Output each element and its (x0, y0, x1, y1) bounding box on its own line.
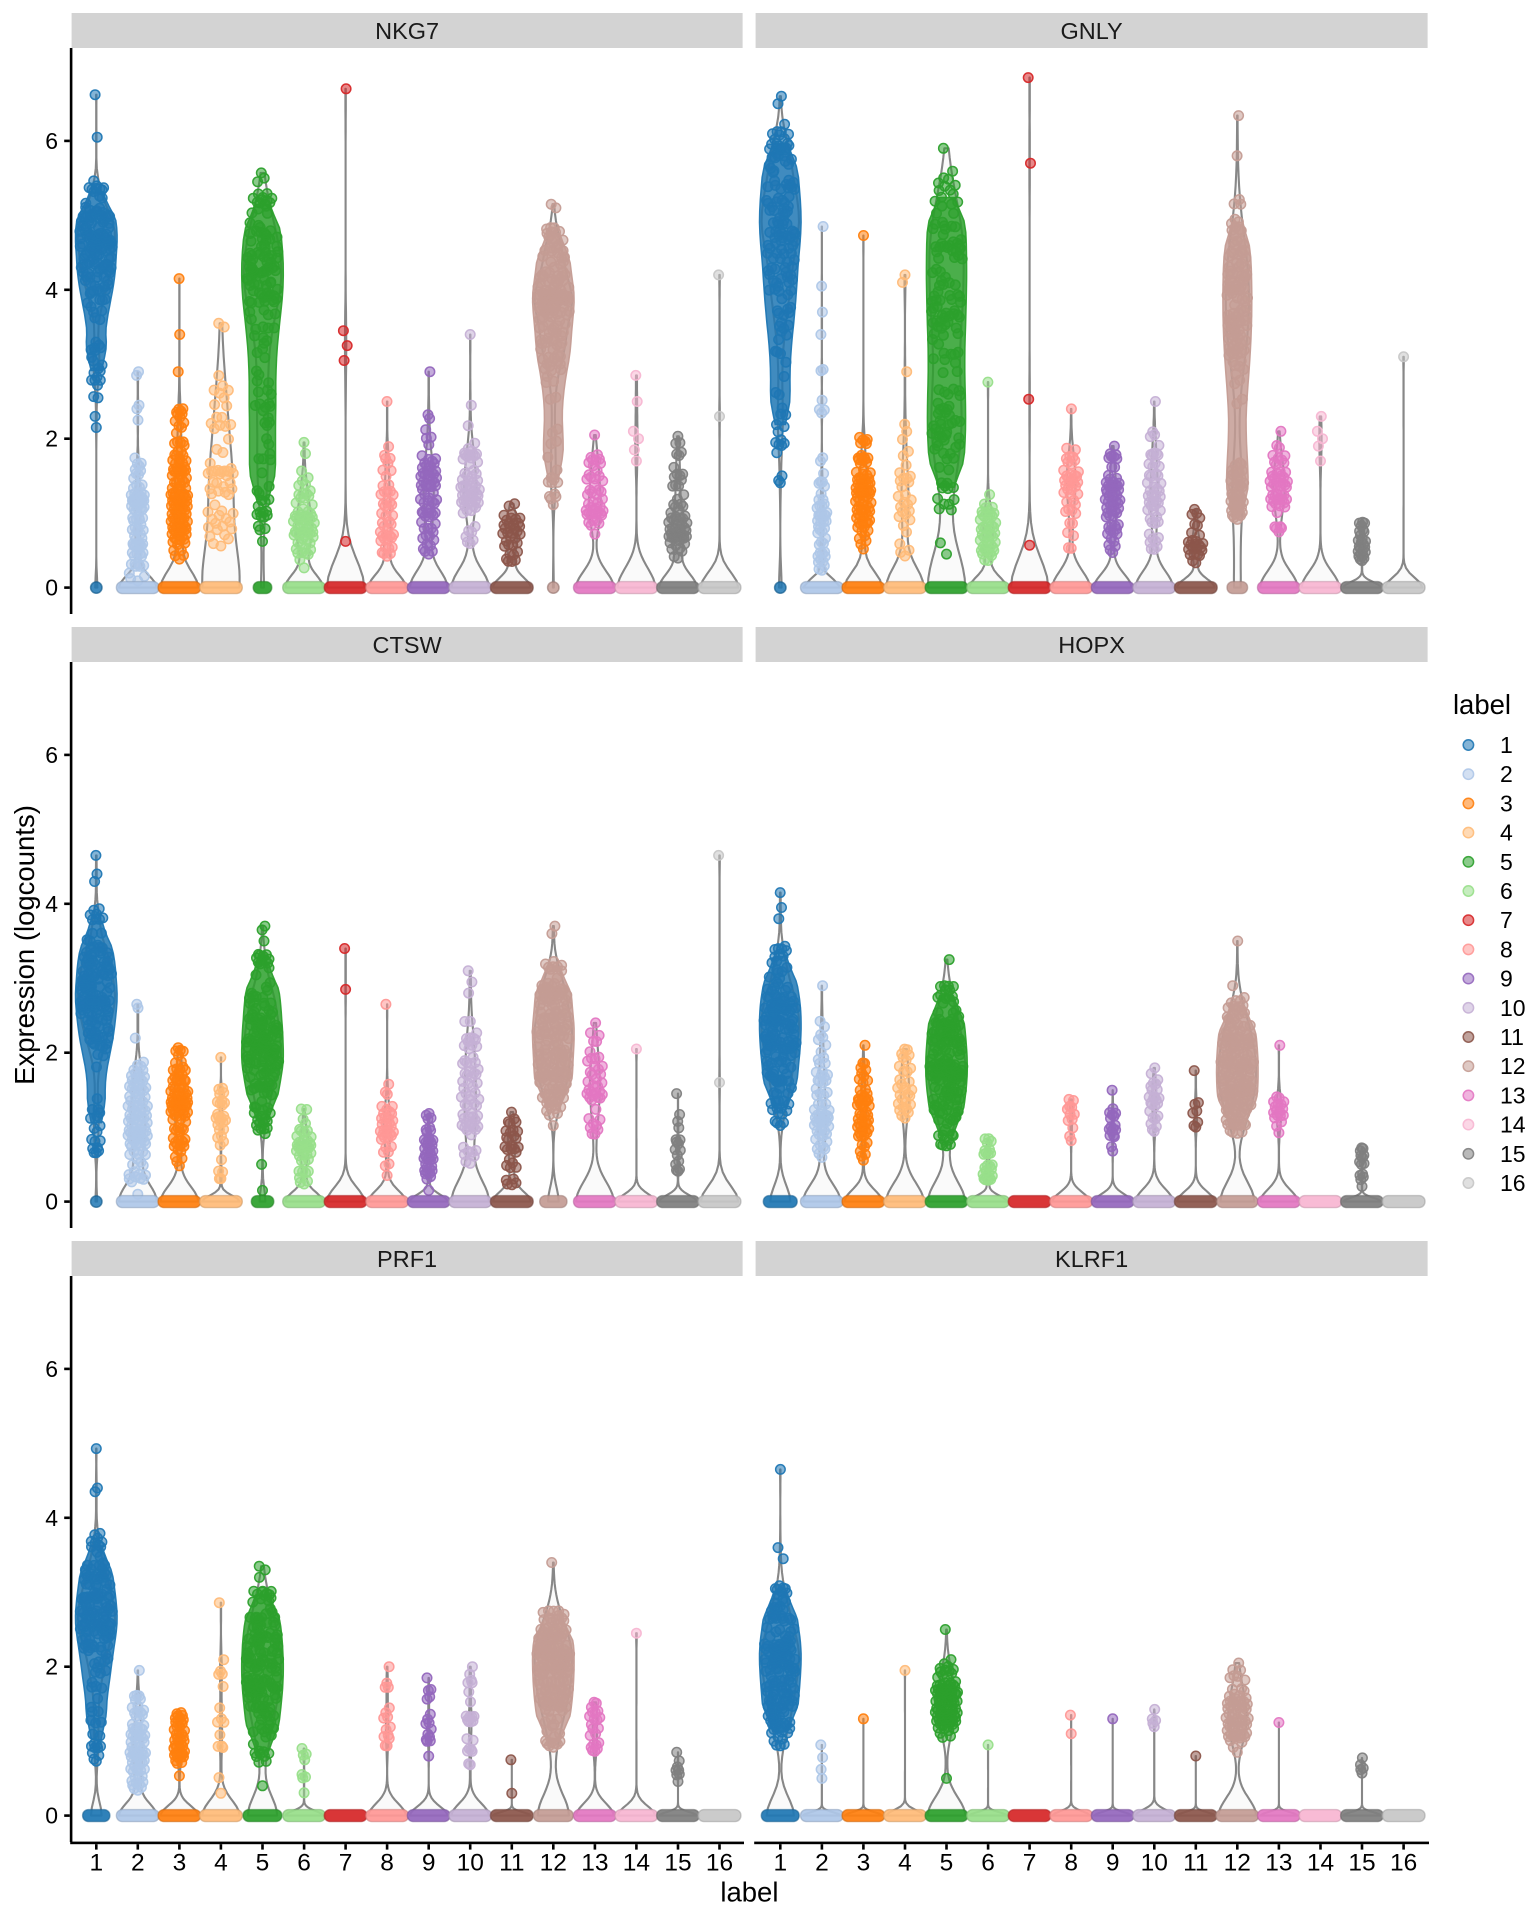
svg-text:10: 10 (1500, 995, 1526, 1021)
svg-text:4: 4 (45, 277, 58, 303)
svg-text:16: 16 (1500, 1170, 1526, 1196)
svg-text:6: 6 (45, 1356, 58, 1382)
svg-text:11: 11 (1183, 1850, 1208, 1877)
svg-text:12: 12 (1500, 1053, 1526, 1079)
svg-text:4: 4 (214, 1850, 228, 1877)
svg-text:2: 2 (131, 1850, 145, 1877)
svg-text:4: 4 (45, 1505, 58, 1531)
svg-text:1: 1 (89, 1850, 103, 1877)
svg-text:13: 13 (581, 1850, 608, 1877)
svg-text:4: 4 (898, 1850, 912, 1877)
svg-text:8: 8 (1500, 936, 1513, 962)
svg-text:6: 6 (45, 742, 58, 768)
svg-text:15: 15 (664, 1850, 691, 1877)
svg-text:16: 16 (1390, 1850, 1417, 1877)
svg-text:1: 1 (1500, 732, 1513, 758)
svg-text:0: 0 (45, 1803, 58, 1829)
svg-text:0: 0 (45, 1189, 58, 1215)
svg-text:2: 2 (45, 1654, 58, 1680)
svg-text:10: 10 (457, 1850, 484, 1877)
svg-text:PRF1: PRF1 (377, 1246, 437, 1272)
svg-text:8: 8 (380, 1850, 394, 1877)
svg-text:5: 5 (1500, 849, 1513, 875)
svg-text:9: 9 (422, 1850, 436, 1877)
svg-text:14: 14 (623, 1850, 650, 1877)
svg-text:3: 3 (1500, 790, 1513, 816)
svg-text:8: 8 (1064, 1850, 1078, 1877)
svg-text:10: 10 (1141, 1850, 1168, 1877)
svg-text:11: 11 (1500, 1024, 1524, 1050)
svg-text:4: 4 (1500, 820, 1513, 846)
svg-text:3: 3 (173, 1850, 187, 1877)
svg-text:KLRF1: KLRF1 (1055, 1246, 1128, 1272)
svg-text:6: 6 (981, 1850, 995, 1877)
svg-text:CTSW: CTSW (373, 632, 443, 658)
svg-text:4: 4 (45, 891, 58, 917)
svg-text:NKG7: NKG7 (375, 18, 439, 44)
svg-text:Expression (logcounts): Expression (logcounts) (9, 805, 40, 1085)
svg-text:15: 15 (1500, 1141, 1526, 1167)
svg-text:label: label (1453, 689, 1511, 720)
svg-text:2: 2 (1500, 761, 1513, 787)
svg-text:6: 6 (45, 128, 58, 154)
svg-text:5: 5 (256, 1850, 270, 1877)
svg-text:7: 7 (339, 1850, 353, 1877)
svg-text:7: 7 (1500, 907, 1513, 933)
svg-text:12: 12 (1224, 1850, 1251, 1877)
svg-text:6: 6 (1500, 878, 1513, 904)
svg-text:7: 7 (1023, 1850, 1037, 1877)
svg-text:13: 13 (1500, 1082, 1526, 1108)
svg-text:15: 15 (1348, 1850, 1375, 1877)
svg-text:2: 2 (45, 426, 58, 452)
svg-text:11: 11 (499, 1850, 524, 1877)
svg-text:12: 12 (540, 1850, 567, 1877)
svg-text:2: 2 (815, 1850, 829, 1877)
svg-text:14: 14 (1307, 1850, 1334, 1877)
svg-text:16: 16 (706, 1850, 733, 1877)
svg-text:GNLY: GNLY (1060, 18, 1123, 44)
svg-text:14: 14 (1500, 1112, 1526, 1138)
svg-text:HOPX: HOPX (1058, 632, 1125, 658)
svg-text:0: 0 (45, 575, 58, 601)
svg-text:13: 13 (1265, 1850, 1292, 1877)
svg-text:9: 9 (1106, 1850, 1120, 1877)
svg-text:label: label (720, 1877, 778, 1908)
svg-text:5: 5 (940, 1850, 954, 1877)
svg-text:3: 3 (857, 1850, 871, 1877)
svg-text:2: 2 (45, 1040, 58, 1066)
svg-text:6: 6 (297, 1850, 311, 1877)
svg-text:1: 1 (773, 1850, 787, 1877)
svg-text:9: 9 (1500, 966, 1513, 992)
